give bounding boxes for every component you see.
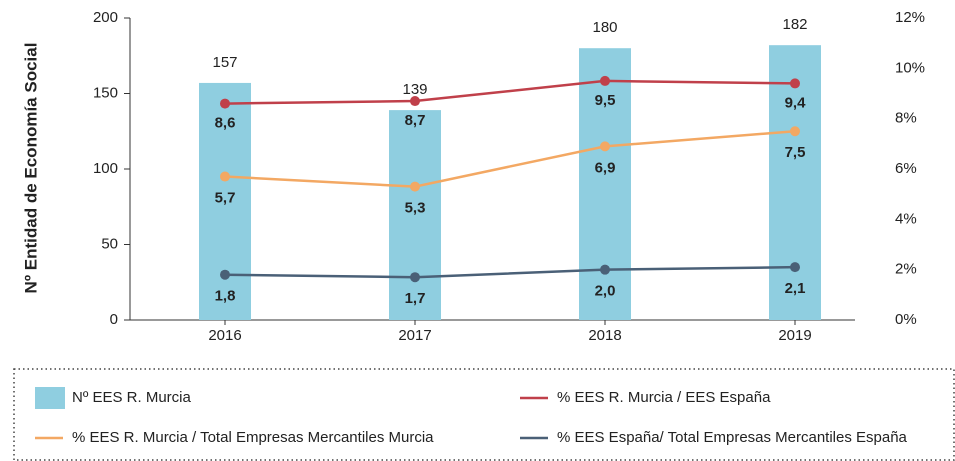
point [790, 126, 800, 137]
point [410, 272, 420, 283]
line [224, 130, 796, 188]
point [600, 141, 610, 152]
y2-tick-label: 2% [895, 261, 917, 278]
data-label: 2,0 [595, 283, 616, 300]
data-label: 1,7 [405, 290, 426, 307]
x-tick-label: 2019 [778, 327, 811, 344]
bar-value-label: 182 [782, 16, 807, 33]
bar-value-label: 139 [402, 81, 427, 98]
point [220, 98, 230, 109]
legend-label: % EES R. Murcia / Total Empresas Mercant… [72, 429, 434, 446]
y-axis-title: Nº Entidad de Economía Social [21, 43, 40, 294]
data-label: 5,3 [405, 200, 426, 217]
bar [769, 45, 821, 321]
data-label: 1,8 [215, 288, 236, 305]
y2-tick-label: 6% [895, 160, 917, 177]
y-tick-label: 0 [110, 311, 118, 328]
data-label: 2,1 [785, 280, 806, 297]
point [410, 181, 420, 192]
data-label: 7,5 [785, 144, 806, 161]
legend-label: % EES España/ Total Empresas Mercantiles… [557, 429, 908, 446]
x-tick-label: 2018 [588, 327, 621, 344]
legend-label: % EES R. Murcia / EES España [557, 389, 771, 406]
y2-tick-label: 4% [895, 210, 917, 227]
legend-box [13, 368, 955, 461]
y2-tick-label: 12% [895, 9, 925, 26]
legend-swatch [35, 387, 65, 409]
legend-label: Nº EES R. Murcia [72, 389, 191, 406]
bar [389, 110, 441, 320]
point [600, 264, 610, 275]
line [224, 265, 796, 279]
data-label: 9,4 [785, 94, 807, 111]
bar [579, 48, 631, 320]
point [790, 262, 800, 273]
data-label: 8,6 [215, 115, 236, 132]
line [224, 79, 796, 105]
y2-tick-label: 10% [895, 59, 925, 76]
y2-tick-label: 0% [895, 311, 917, 328]
bar-value-label: 180 [592, 19, 617, 36]
data-label: 5,7 [215, 190, 236, 207]
x-tick-label: 2016 [208, 327, 241, 344]
data-label: 9,5 [595, 92, 616, 109]
y2-tick-label: 8% [895, 110, 917, 127]
bar [199, 82, 251, 321]
x-tick-label: 2017 [398, 327, 431, 344]
point [220, 171, 230, 182]
point [220, 269, 230, 280]
data-label: 6,9 [595, 159, 616, 176]
data-label: 8,7 [405, 112, 426, 129]
y-tick-label: 150 [93, 84, 118, 101]
y-tick-label: 50 [101, 235, 118, 252]
y-tick-label: 100 [93, 160, 118, 177]
y-tick-label: 200 [93, 9, 118, 26]
point [410, 96, 420, 107]
bar-value-label: 157 [212, 54, 237, 71]
point [600, 75, 610, 86]
point [790, 78, 800, 89]
